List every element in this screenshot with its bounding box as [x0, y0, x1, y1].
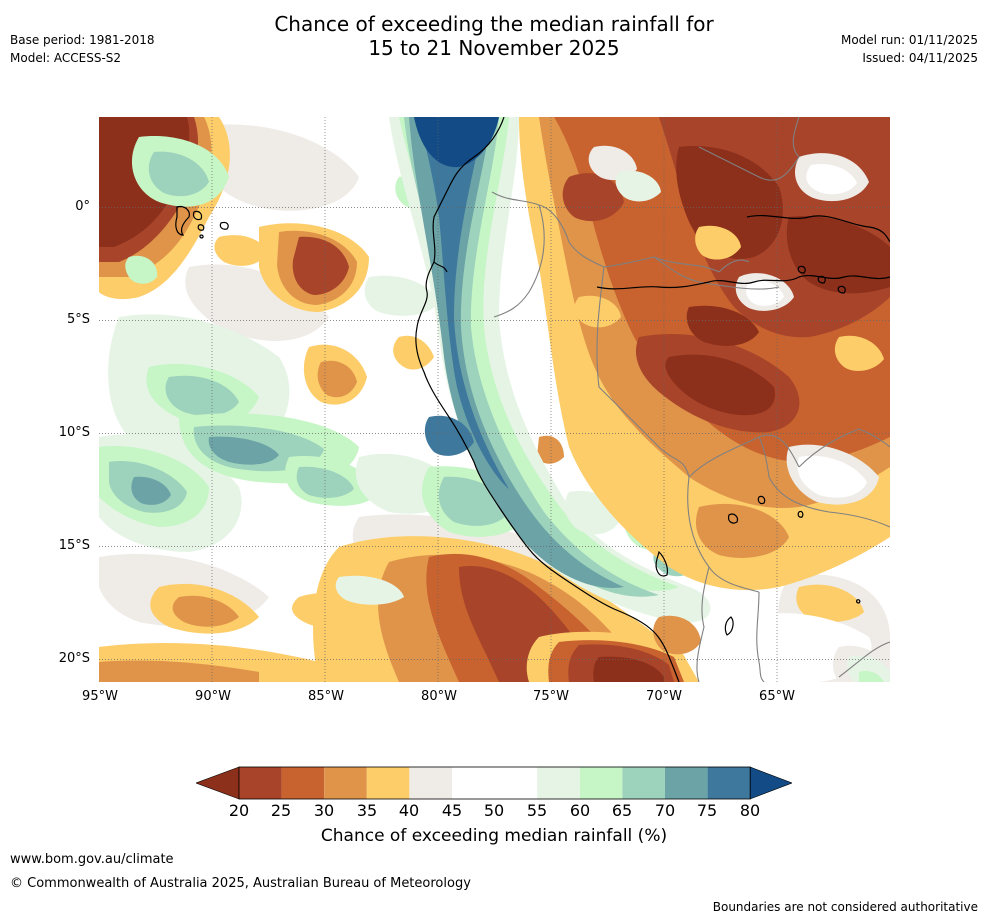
colorbar-swatch-60-65	[579, 767, 623, 799]
colorbar-tick-45: 45	[441, 801, 463, 820]
colorbar-tick-65: 65	[611, 801, 633, 820]
model-name: Model: ACCESS-S2	[10, 51, 122, 65]
colorbar-swatch-55-60	[537, 767, 580, 799]
colorbar-swatch-40-45	[409, 767, 452, 799]
lon-label-65w: 65°W	[759, 689, 795, 704]
colorbar-swatches	[196, 766, 792, 800]
lon-label-80w: 80°W	[421, 689, 457, 704]
colorbar-swatch-35-40	[366, 767, 410, 799]
colorbar-swatch-45-50	[452, 767, 495, 799]
probability-map	[99, 117, 890, 682]
colorbar-tick-55: 55	[526, 801, 548, 820]
colorbar-tick-70: 70	[654, 801, 676, 820]
colorbar-tick-60: 60	[569, 801, 591, 820]
title-line-1: Chance of exceeding the median rainfall …	[274, 12, 714, 36]
colorbar-swatch-20-25	[239, 767, 282, 799]
colorbar-swatch-70-75	[665, 767, 708, 799]
layer-ocean-wet	[99, 136, 529, 605]
colorbar-swatch-65-70	[622, 767, 665, 799]
lat-label-10s: 10°S	[58, 425, 90, 440]
map-canvas	[99, 117, 890, 682]
colorbar-title: Chance of exceeding median rainfall (%)	[320, 826, 668, 846]
colorbar-tick-50: 50	[483, 801, 505, 820]
colorbar-under-arrow	[196, 766, 240, 800]
colorbar-tick-25: 25	[270, 801, 292, 820]
colorbar-swatch-25-30	[281, 767, 325, 799]
title-line-2: 15 to 21 November 2025	[368, 36, 620, 60]
map-title: Chance of exceeding the median rainfall …	[0, 12, 988, 60]
colorbar-tick-75: 75	[696, 801, 718, 820]
copyright-notice: © Commonwealth of Australia 2025, Austra…	[10, 876, 471, 891]
lon-label-75w: 75°W	[533, 689, 569, 704]
boundary-disclaimer: Boundaries are not considered authoritat…	[712, 900, 978, 914]
colorbar-tick-80: 80	[739, 801, 761, 820]
colorbar-tick-20: 20	[228, 801, 250, 820]
layer-andes-dry	[526, 615, 701, 682]
coastlines	[175, 117, 890, 682]
model-run-date: Model run: 01/11/2025	[840, 33, 978, 47]
colorbar-tick-30: 30	[313, 801, 335, 820]
lon-label-85w: 85°W	[308, 689, 344, 704]
lat-label-0: 0°	[75, 199, 90, 214]
colorbar-swatch-50-55	[494, 767, 538, 799]
lat-label-15s: 15°S	[58, 538, 90, 553]
colorbar-tick-35: 35	[356, 801, 378, 820]
issued-date: Issued: 04/11/2025	[862, 51, 978, 65]
bom-url[interactable]: www.bom.gov.au/climate	[10, 852, 174, 867]
colorbar-outline	[238, 766, 751, 800]
base-period: Base period: 1981-2018	[10, 33, 155, 47]
colorbar-over-arrow	[749, 766, 792, 800]
lat-label-20s: 20°S	[58, 651, 90, 666]
lon-label-95w: 95°W	[82, 689, 118, 704]
layer-east-patches	[574, 145, 890, 682]
lon-label-90w: 90°W	[195, 689, 231, 704]
lat-label-5s: 5°S	[66, 312, 90, 327]
colorbar	[196, 766, 792, 800]
colorbar-swatch-30-35	[324, 767, 367, 799]
lon-label-70w: 70°W	[646, 689, 682, 704]
colorbar-swatch-75-80	[707, 767, 751, 799]
country-borders	[491, 117, 890, 682]
colorbar-tick-40: 40	[398, 801, 420, 820]
